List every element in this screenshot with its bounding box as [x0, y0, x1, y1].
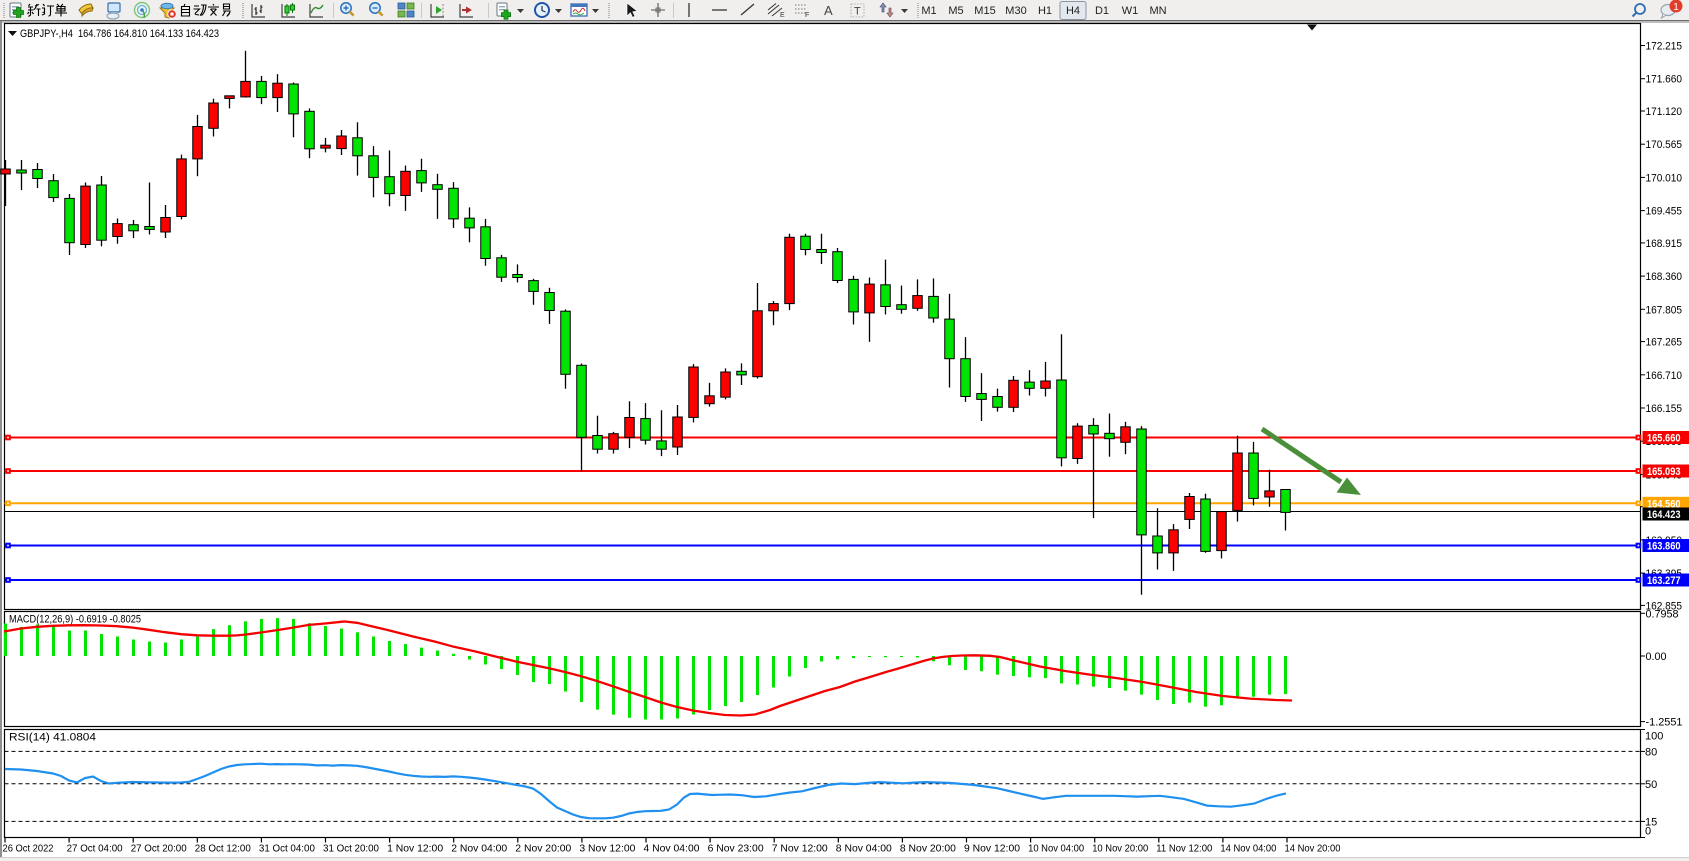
svg-text:50: 50 — [1645, 779, 1657, 791]
svg-text:26 Oct 2022: 26 Oct 2022 — [3, 843, 54, 855]
svg-text:A: A — [824, 3, 833, 18]
svg-text:171.660: 171.660 — [1646, 74, 1683, 86]
svg-text:27 Oct 04:00: 27 Oct 04:00 — [67, 843, 123, 855]
svg-text:28 Oct 12:00: 28 Oct 12:00 — [195, 843, 251, 855]
svg-text:9 Nov 12:00: 9 Nov 12:00 — [964, 843, 1020, 855]
svg-text:15: 15 — [1645, 816, 1657, 828]
svg-text:T: T — [854, 6, 861, 18]
svg-text:170.010: 170.010 — [1646, 172, 1683, 184]
svg-text:F: F — [805, 12, 809, 19]
svg-text:31 Oct 20:00: 31 Oct 20:00 — [323, 843, 379, 855]
svg-text:H1: H1 — [1038, 5, 1052, 17]
svg-text:168.915: 168.915 — [1646, 238, 1683, 250]
svg-text:D1: D1 — [1095, 5, 1109, 17]
svg-text:164.560: 164.560 — [1647, 498, 1681, 510]
svg-text:163.277: 163.277 — [1647, 575, 1681, 587]
svg-text:8 Nov 04:00: 8 Nov 04:00 — [836, 843, 892, 855]
svg-text:169.455: 169.455 — [1646, 206, 1683, 218]
svg-text:10 Nov 20:00: 10 Nov 20:00 — [1092, 843, 1148, 855]
svg-text:4 Nov 04:00: 4 Nov 04:00 — [644, 843, 700, 855]
svg-text:80: 80 — [1645, 746, 1657, 758]
svg-text:167.265: 167.265 — [1646, 337, 1683, 349]
svg-text:168.360: 168.360 — [1646, 271, 1683, 283]
svg-text:0.7958: 0.7958 — [1646, 608, 1679, 620]
svg-text:166.155: 166.155 — [1646, 403, 1683, 415]
svg-text:11 Nov 12:00: 11 Nov 12:00 — [1156, 843, 1212, 855]
svg-text:M30: M30 — [1005, 5, 1026, 17]
svg-text:163.860: 163.860 — [1647, 541, 1681, 553]
svg-text:3 Nov 12:00: 3 Nov 12:00 — [579, 843, 635, 855]
svg-text:-1.2551: -1.2551 — [1646, 717, 1683, 729]
svg-text:0: 0 — [1645, 825, 1651, 837]
svg-text:6 Nov 23:00: 6 Nov 23:00 — [708, 843, 764, 855]
svg-text:27 Oct 20:00: 27 Oct 20:00 — [131, 843, 187, 855]
svg-text:165.093: 165.093 — [1647, 466, 1681, 478]
svg-text:166.710: 166.710 — [1646, 370, 1683, 382]
svg-text:1 Nov 12:00: 1 Nov 12:00 — [387, 843, 443, 855]
svg-text:7 Nov 12:00: 7 Nov 12:00 — [772, 843, 828, 855]
svg-text:164.423: 164.423 — [1647, 509, 1681, 521]
svg-text:M5: M5 — [948, 5, 963, 17]
svg-text:M1: M1 — [921, 5, 936, 17]
svg-text:172.215: 172.215 — [1646, 41, 1683, 53]
svg-text:8 Nov 20:00: 8 Nov 20:00 — [900, 843, 956, 855]
svg-text:1: 1 — [1673, 2, 1679, 13]
svg-text:MN: MN — [1149, 5, 1166, 17]
svg-text:E: E — [780, 12, 785, 19]
svg-text:167.805: 167.805 — [1646, 304, 1683, 316]
svg-text:14 Nov 20:00: 14 Nov 20:00 — [1285, 843, 1341, 855]
svg-text:162.855: 162.855 — [1646, 600, 1683, 612]
svg-text:165.660: 165.660 — [1647, 433, 1681, 445]
svg-text:170.565: 170.565 — [1646, 139, 1683, 151]
svg-text:RSI(14) 41.0804: RSI(14) 41.0804 — [9, 732, 96, 744]
svg-text:14 Nov 04:00: 14 Nov 04:00 — [1220, 843, 1276, 855]
svg-text:100: 100 — [1645, 731, 1663, 743]
svg-text:M15: M15 — [974, 5, 995, 17]
svg-text:2 Nov 20:00: 2 Nov 20:00 — [515, 843, 571, 855]
svg-text:W1: W1 — [1122, 5, 1139, 17]
svg-text:0.00: 0.00 — [1646, 651, 1667, 663]
svg-text:H4: H4 — [1066, 5, 1080, 17]
svg-text:171.120: 171.120 — [1646, 106, 1683, 118]
svg-text:GBPJPY-,H4 164.786 164.810 16: GBPJPY-,H4 164.786 164.810 164.133 164.4… — [20, 28, 219, 40]
svg-text:10 Nov 04:00: 10 Nov 04:00 — [1028, 843, 1084, 855]
svg-text:31 Oct 04:00: 31 Oct 04:00 — [259, 843, 315, 855]
svg-text:MACD(12,26,9) -0.6919 -0.8025: MACD(12,26,9) -0.6919 -0.8025 — [9, 614, 141, 626]
svg-text:2 Nov 04:00: 2 Nov 04:00 — [451, 843, 507, 855]
